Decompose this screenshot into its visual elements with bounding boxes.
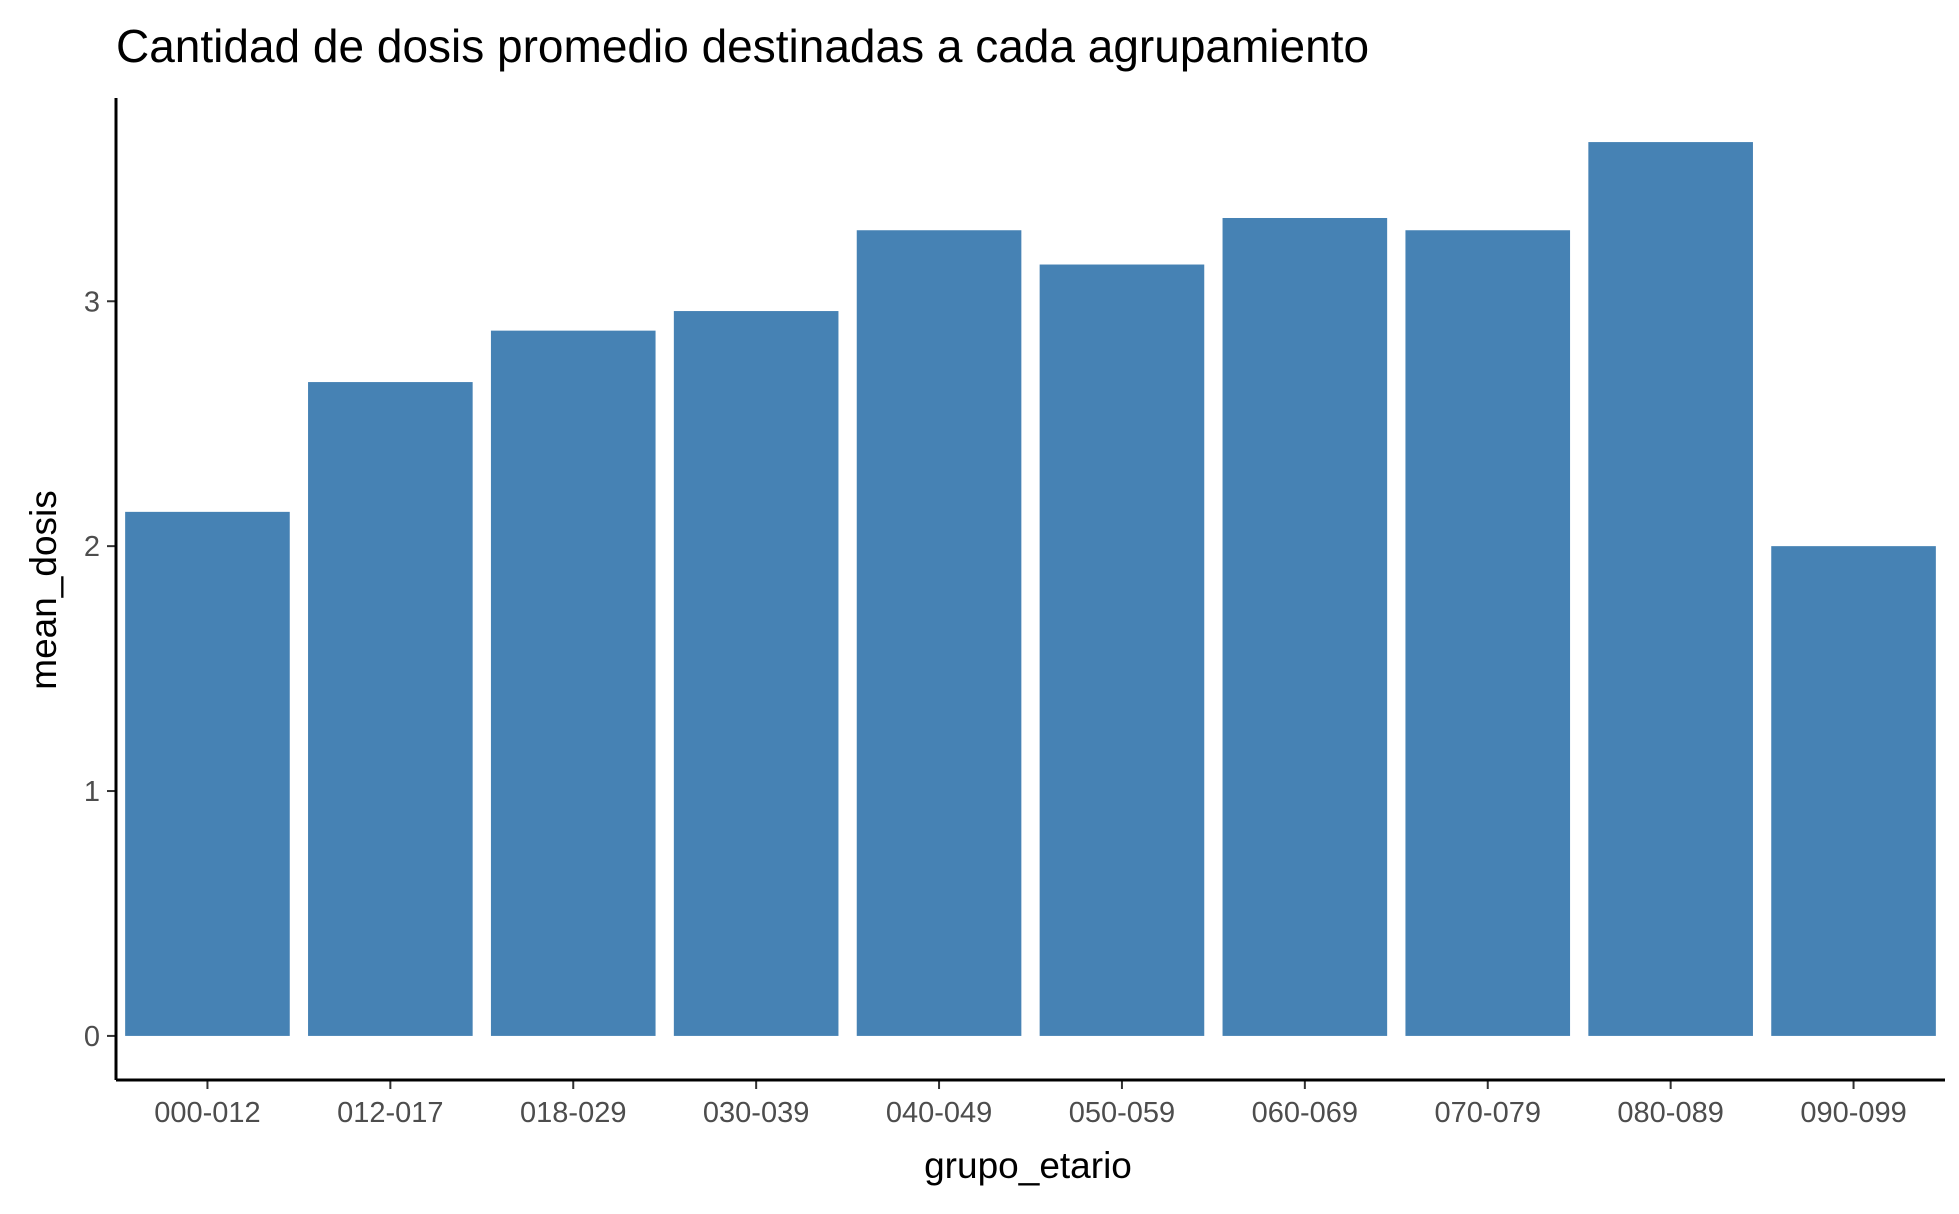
y-tick-label: 0 — [84, 1021, 100, 1053]
x-tick-label: 060-069 — [1252, 1097, 1358, 1129]
x-tick-label: 080-089 — [1617, 1097, 1723, 1129]
y-axis-ticks: 0 1 2 3 — [84, 286, 116, 1053]
x-axis-label: grupo_etario — [924, 1145, 1132, 1186]
x-tick-label: 030-039 — [703, 1097, 809, 1129]
x-axis-ticks: 000-012 012-017 018-029 030-039 040-049 050-0… — [154, 1080, 1907, 1129]
bar-080-089 — [1588, 142, 1753, 1036]
bar-012-017 — [308, 382, 473, 1036]
bar-050-059 — [1039, 264, 1205, 1036]
bar-060-069 — [1222, 217, 1388, 1036]
x-tick-label: 040-049 — [886, 1097, 992, 1129]
x-tick-label: 050-059 — [1069, 1097, 1175, 1129]
bar-040-049 — [856, 230, 1022, 1036]
x-tick-label: 012-017 — [337, 1097, 443, 1129]
y-tick-label: 1 — [84, 776, 100, 808]
y-tick-label: 2 — [84, 531, 100, 563]
y-tick-label: 3 — [84, 286, 100, 318]
bar-090-099 — [1771, 546, 1936, 1036]
x-tick-label: 090-099 — [1800, 1097, 1906, 1129]
bar-000-012 — [125, 511, 290, 1036]
bars-group — [125, 142, 1936, 1036]
chart-title: Cantidad de dosis promedio destinadas a … — [116, 20, 1369, 72]
bar-018-029 — [490, 330, 656, 1036]
x-tick-label: 070-079 — [1435, 1097, 1541, 1129]
x-tick-label: 018-029 — [520, 1097, 626, 1129]
bar-030-039 — [673, 311, 839, 1036]
y-axis-label: mean_dosis — [23, 490, 64, 690]
x-tick-label: 000-012 — [154, 1097, 260, 1129]
bar-070-079 — [1405, 230, 1571, 1036]
